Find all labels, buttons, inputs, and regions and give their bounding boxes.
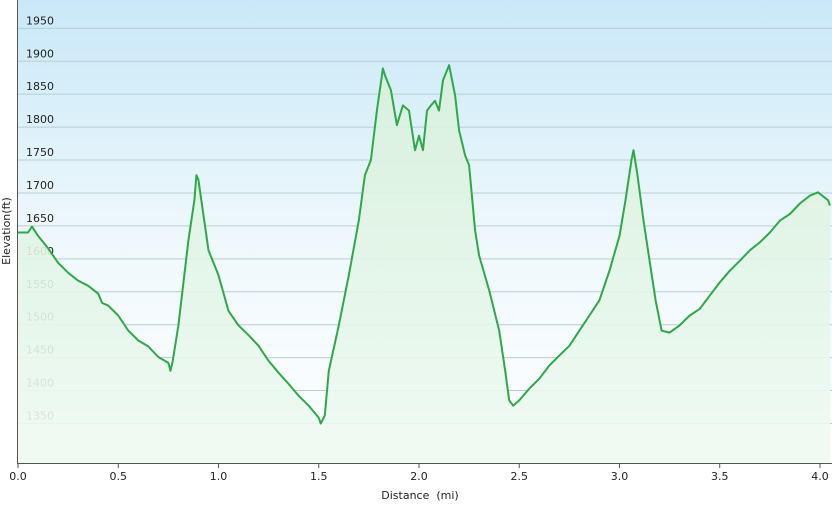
x-tick-label: 1.0 [210,470,228,483]
x-tick-label: 3.0 [611,470,629,483]
y-tick-label: 1750 [26,146,54,159]
x-tick-label: 2.5 [510,470,528,483]
x-tick-label: 3.5 [711,470,729,483]
area-fill [18,65,830,463]
y-tick-label: 1700 [26,179,54,192]
x-tick-label: 0.5 [109,470,127,483]
elevation-line [18,64,831,425]
x-tick-label: 0.0 [9,470,27,483]
x-tick-label: 1.5 [310,470,328,483]
y-axis-label: Elevation(ft) [0,197,13,265]
y-tick-label: 1650 [26,212,54,225]
y-tick-label: 1850 [26,80,54,93]
y-tick-label: 1900 [26,47,54,60]
x-tick-label: 2.0 [410,470,428,483]
x-tick-label: 4.0 [811,470,829,483]
y-tick-label: 1950 [26,14,54,27]
x-axis-label: Distance (mi) [381,489,458,502]
y-tick-label: 1800 [26,113,54,126]
